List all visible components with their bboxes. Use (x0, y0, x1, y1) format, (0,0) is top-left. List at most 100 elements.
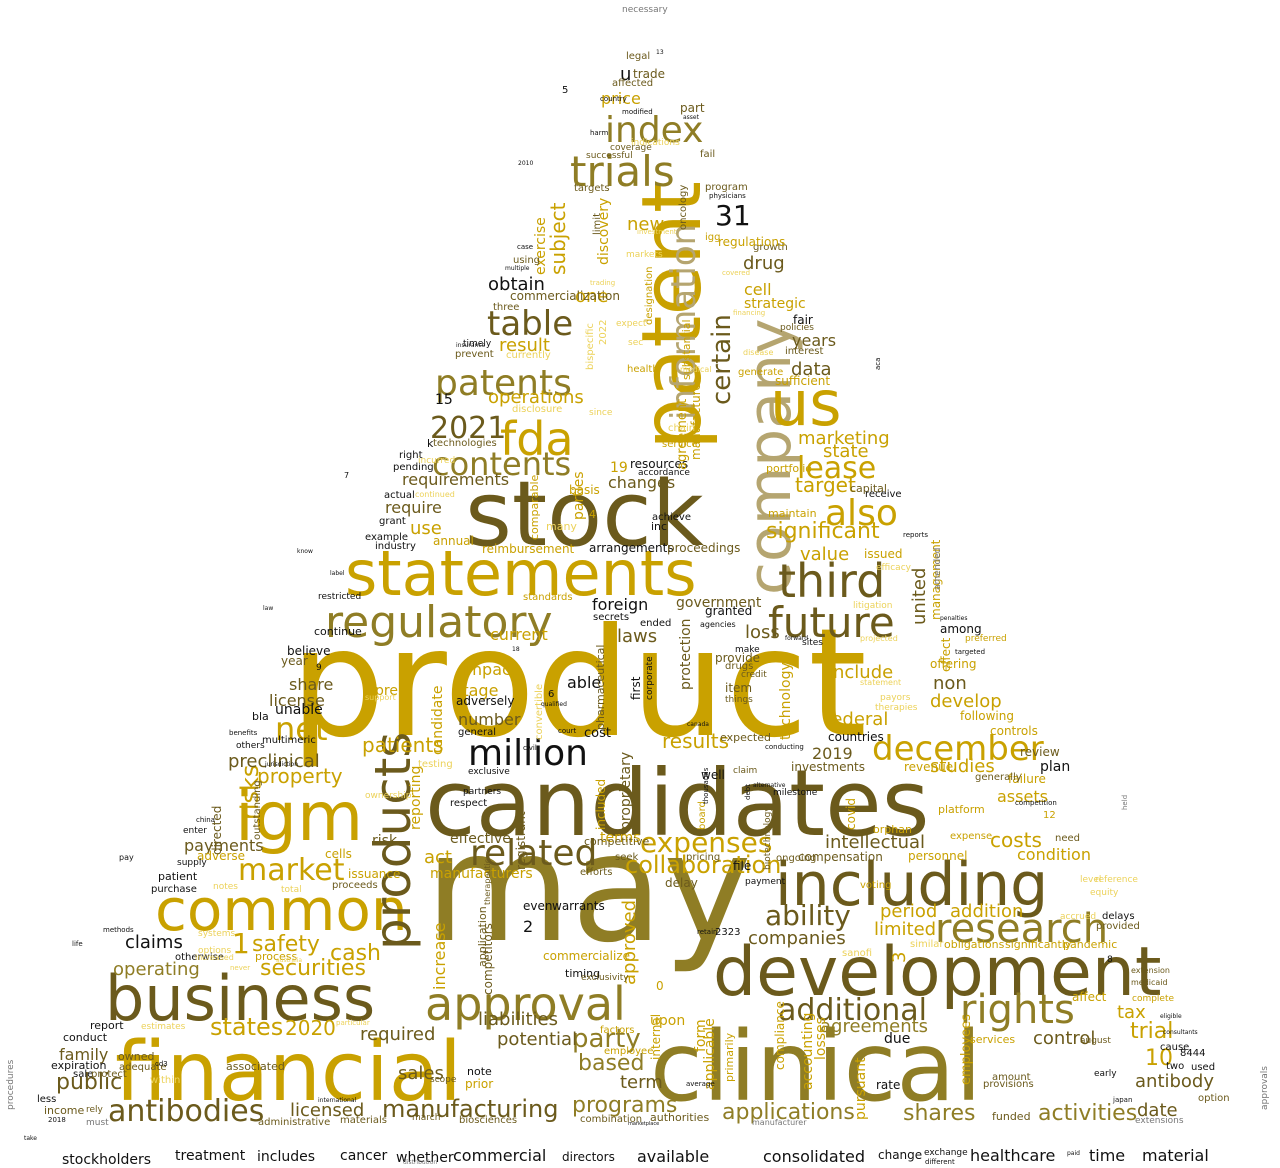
cloud-word: ownership (365, 791, 412, 801)
cloud-word: license (269, 691, 325, 710)
cloud-word: develop (930, 691, 1002, 712)
cloud-word: cause (1160, 1042, 1189, 1053)
cloud-word: states (210, 1013, 283, 1041)
cloud-word: take (24, 1135, 37, 1142)
cloud-word: exclusive (468, 767, 510, 777)
cloud-word: result (499, 335, 550, 356)
cloud-word: controls (990, 724, 1038, 738)
cloud-word: family (59, 1045, 108, 1064)
cloud-word: foreign (592, 595, 648, 614)
cloud-word: pursuant (853, 1057, 869, 1120)
cloud-word: services (970, 1033, 1015, 1046)
cloud-word: government (676, 595, 762, 611)
cloud-word: cost (584, 726, 611, 741)
cloud-word: countries (828, 730, 884, 744)
cloud-word: alternative (753, 782, 786, 789)
cloud-word: 5 (562, 85, 568, 96)
cloud-word: impact (462, 660, 517, 679)
cloud-word: actual (384, 490, 415, 501)
cloud-word: 19 (610, 460, 628, 476)
cloud-word: effective (450, 831, 511, 847)
cloud-word: operating (113, 959, 200, 980)
cloud-word: 10 (1145, 1046, 1173, 1071)
cloud-word: convertible (534, 684, 545, 740)
cloud-word: secrets (593, 612, 629, 623)
cloud-word: limit (592, 213, 603, 235)
cloud-word: average (686, 1080, 715, 1088)
cloud-word: marketplace (628, 1121, 659, 1127)
cloud-word: payors (880, 693, 911, 703)
cloud-word: need (1055, 833, 1080, 844)
cloud-word: pre (375, 683, 398, 699)
cloud-word: approval (425, 977, 626, 1031)
cloud-word: risks (236, 765, 264, 820)
cloud-word: extensions (1135, 1116, 1184, 1126)
cloud-word: insurance (456, 342, 486, 349)
cloud-word: share (289, 675, 333, 694)
cloud-word: unable (275, 702, 323, 718)
cloud-word: financial (115, 1025, 462, 1120)
cloud-word: manufacturing (382, 1095, 558, 1123)
cloud-word: example (365, 532, 408, 543)
cloud-word: health (627, 364, 659, 375)
cloud-word: condition (1017, 845, 1091, 864)
cloud-word: must (86, 1118, 109, 1128)
cloud-word: igm (235, 778, 363, 857)
cloud-word: term (620, 1072, 663, 1093)
cloud-word: increased (195, 953, 234, 962)
cloud-word: preferred (965, 634, 1007, 644)
cloud-word: igg (705, 232, 720, 243)
cloud-word: 2010 (518, 160, 533, 167)
cloud-word: product (290, 597, 867, 771)
cloud-word: options (198, 946, 231, 956)
cloud-word: 2020 (285, 1016, 336, 1040)
cloud-word: competitors (481, 923, 495, 995)
cloud-word: administrative (258, 1117, 330, 1128)
cloud-word: orphan (873, 823, 912, 836)
cloud-word: whether (396, 1150, 454, 1166)
cloud-word: control (1033, 1028, 1095, 1049)
cloud-word: materials (340, 1115, 387, 1126)
cloud-word: accordance (638, 468, 690, 478)
cloud-word: approvals (1260, 1066, 1270, 1110)
cloud-word: board (697, 801, 708, 830)
cloud-word: fda (500, 412, 574, 466)
cloud-word: internal (649, 1014, 663, 1060)
cloud-word: arrangements (589, 541, 674, 555)
cloud-word: drug (743, 253, 785, 274)
cloud-word: united (909, 568, 930, 625)
cloud-word: cd3 (155, 1060, 168, 1068)
cloud-word: protect (91, 1069, 127, 1080)
cloud-word: results (662, 729, 729, 753)
cloud-word: using (513, 255, 540, 266)
cloud-word: increase (430, 923, 449, 990)
cloud-word: jurisdiction (264, 761, 298, 768)
cloud-word: respect (450, 798, 487, 809)
cloud-word: annual (433, 534, 474, 548)
cloud-word: therapeutic (483, 859, 492, 905)
cloud-word: designation (644, 267, 655, 325)
cloud-word: pharmaceutical (594, 645, 607, 730)
cloud-word: modified (622, 108, 653, 116)
cloud-word: risk (372, 833, 398, 849)
cloud-word: australia (276, 957, 302, 964)
cloud-word: provide (715, 651, 760, 665)
cloud-word: voting (860, 880, 891, 891)
cloud-word: country (600, 95, 627, 103)
cloud-word: case (517, 243, 533, 251)
cloud-word: table (487, 304, 573, 344)
cloud-word: potential (497, 1029, 577, 1050)
cloud-word: growth (753, 242, 788, 253)
cloud-word: markets (626, 250, 663, 260)
cloud-word: consultants (1163, 1029, 1198, 1036)
cloud-word: program (705, 182, 748, 193)
cloud-word: target (795, 473, 856, 497)
cloud-word: march (412, 1113, 440, 1123)
cloud-word: due (884, 1031, 910, 1047)
cloud-word: trading (590, 279, 615, 287)
cloud-word: technology (778, 662, 794, 740)
cloud-word: million (468, 733, 588, 774)
cloud-word: asset (683, 114, 700, 121)
cloud-word: based (578, 1051, 644, 1076)
